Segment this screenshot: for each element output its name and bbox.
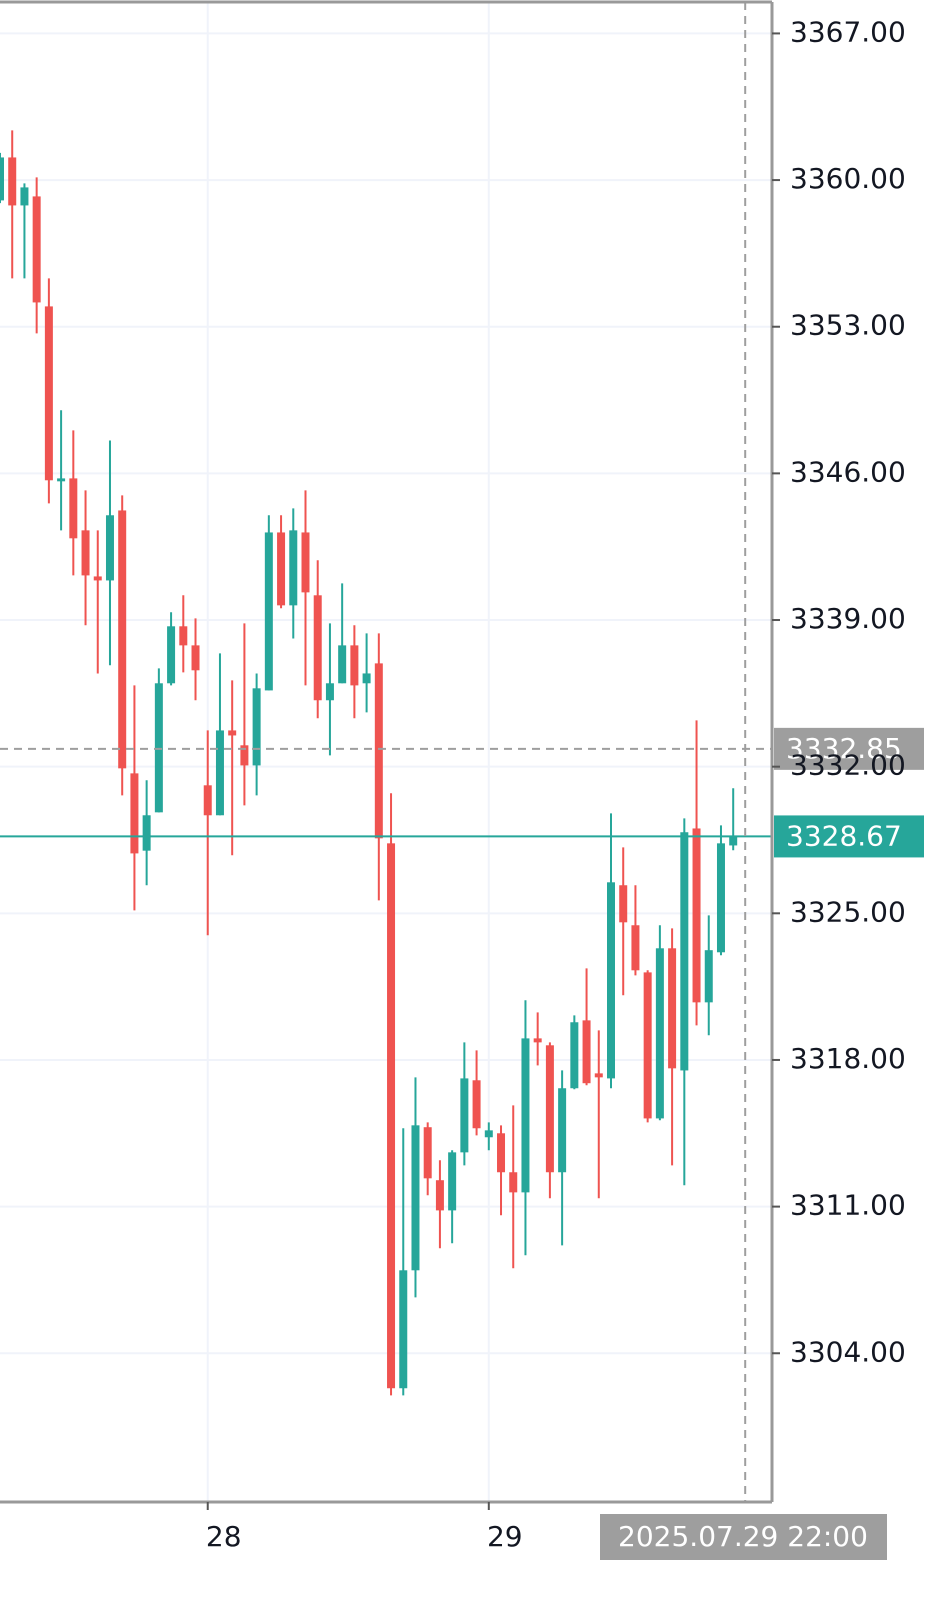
y-tick-label: 3311.00 xyxy=(790,1189,906,1222)
candle-body xyxy=(179,626,188,646)
candle-body xyxy=(93,576,102,581)
candle-body xyxy=(0,157,4,201)
candle-body xyxy=(668,948,677,1069)
y-tick-label: 3346.00 xyxy=(790,455,906,488)
x-tick-label: 29 xyxy=(487,1520,523,1553)
candle-body xyxy=(57,478,66,482)
candle-body xyxy=(240,745,249,766)
candle-body xyxy=(423,1127,432,1179)
candle-body xyxy=(533,1038,542,1043)
y-tick-label: 3353.00 xyxy=(790,309,906,342)
y-tick-label: 3367.00 xyxy=(790,15,906,48)
candle-body xyxy=(215,730,224,816)
crosshair-price-box xyxy=(774,727,924,770)
candle-body xyxy=(350,645,359,686)
candle-body xyxy=(32,196,41,303)
candle-body xyxy=(729,836,738,846)
candle-body xyxy=(607,882,615,1079)
candle-body xyxy=(704,950,713,1003)
candle-body xyxy=(643,972,652,1119)
candle-body xyxy=(44,306,53,481)
candle-body xyxy=(118,510,127,769)
candle-body xyxy=(594,1073,603,1078)
candle-body xyxy=(582,1020,591,1084)
candle-body xyxy=(680,832,689,1071)
candle-body xyxy=(448,1152,457,1211)
y-tick-label: 3318.00 xyxy=(790,1042,906,1075)
candle-body xyxy=(472,1080,481,1129)
candle-body xyxy=(142,815,151,851)
candle-body xyxy=(509,1172,518,1193)
candle-body xyxy=(399,1270,408,1389)
candle-body xyxy=(655,948,664,1119)
y-tick-label: 3325.00 xyxy=(790,895,906,928)
y-tick-label: 3339.00 xyxy=(790,602,906,635)
candle-body xyxy=(228,730,237,736)
candle-body xyxy=(521,1038,530,1193)
crosshair-time-box xyxy=(600,1514,887,1560)
candle-body xyxy=(387,843,396,1389)
candle-body xyxy=(20,187,29,206)
candle-body xyxy=(545,1045,554,1173)
candle-body xyxy=(338,645,347,684)
y-tick-label: 3360.00 xyxy=(790,162,906,195)
candle-body xyxy=(8,157,17,206)
candle-body xyxy=(203,785,212,816)
candle-body xyxy=(362,673,371,684)
y-tick-label: 3304.00 xyxy=(790,1335,906,1368)
candle-body xyxy=(716,843,725,953)
candle-body xyxy=(374,663,383,839)
candle-body xyxy=(69,478,78,539)
candle-body xyxy=(411,1125,420,1271)
candle-body xyxy=(325,683,334,701)
candle-body xyxy=(289,530,298,606)
candle-body xyxy=(460,1078,469,1153)
candle-body xyxy=(631,925,640,971)
candle-body xyxy=(130,773,139,854)
candle-body xyxy=(167,626,176,684)
candle-body xyxy=(435,1180,444,1211)
candle-body xyxy=(105,515,114,581)
last-price-box xyxy=(774,815,924,858)
candle-body xyxy=(252,688,261,766)
y-tick-label: 3332.00 xyxy=(790,749,906,782)
crosshair-time-label: 2025.07.29 22:00 xyxy=(618,1520,868,1553)
candle-body xyxy=(692,828,701,1003)
candle-body xyxy=(313,595,322,701)
candle-body xyxy=(570,1022,579,1089)
candle-body xyxy=(154,683,163,813)
x-tick-label: 28 xyxy=(206,1520,242,1553)
candle-body xyxy=(191,645,200,671)
candle-body xyxy=(264,532,273,691)
candle-body xyxy=(558,1088,567,1173)
candle-body xyxy=(301,532,310,593)
candle-body xyxy=(81,530,90,576)
candle-body xyxy=(277,532,286,606)
crosshair-price-label: 3332.85 xyxy=(786,732,902,765)
candle-body xyxy=(497,1133,506,1173)
candle-body xyxy=(619,885,628,923)
candle-body xyxy=(484,1130,493,1138)
last-price-label: 3328.67 xyxy=(786,819,902,852)
